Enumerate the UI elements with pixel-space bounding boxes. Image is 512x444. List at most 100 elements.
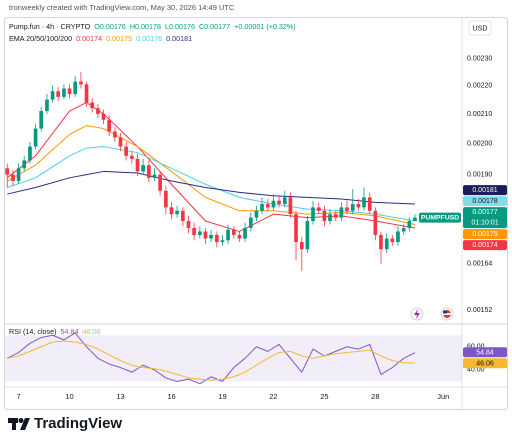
- x-tick-label: 16: [167, 392, 175, 401]
- candle-body: [124, 146, 128, 156]
- price-badge: [463, 240, 507, 251]
- candle-body: [288, 197, 293, 215]
- candle-body: [322, 210, 327, 222]
- candle-body: [396, 231, 400, 243]
- currency-box: [468, 20, 492, 36]
- candle-body: [67, 88, 72, 95]
- symbol-tag: [419, 212, 461, 223]
- candle-body: [413, 217, 417, 222]
- rsi-legend: RSI (14, close) 54.84 46.06: [9, 327, 101, 336]
- candle-body: [101, 113, 106, 120]
- candle-body: [79, 81, 83, 85]
- rsi-badge-label: 46.06: [476, 360, 494, 367]
- candle-body: [16, 168, 21, 182]
- x-tick-label: 10: [65, 392, 73, 401]
- candle-body: [390, 238, 395, 243]
- candle-body: [5, 168, 10, 175]
- y-tick-label: 0.00230: [467, 56, 492, 63]
- price-badge-label: 0.00178: [472, 198, 497, 205]
- candle-body: [45, 99, 49, 112]
- y-tick-label: 0.00210: [467, 111, 492, 118]
- x-tick-label: 28: [371, 392, 379, 401]
- candle-body: [73, 81, 78, 95]
- y-tick-label: 0.00164: [467, 261, 492, 268]
- candle-body: [254, 210, 259, 218]
- candle-body: [345, 207, 349, 211]
- alert-icon: [410, 307, 424, 321]
- footer-brand: TradingView: [34, 415, 122, 432]
- rsi-title: RSI (14, close): [9, 327, 57, 336]
- y-tick-label: 0.00200: [467, 140, 492, 147]
- candle-body: [407, 221, 412, 228]
- x-tick-label: Jun: [437, 392, 449, 401]
- candle-body: [299, 242, 304, 250]
- series-line: [6, 332, 416, 385]
- candle-body: [198, 231, 202, 235]
- candle-body: [147, 165, 151, 178]
- candle-body: [373, 210, 378, 235]
- candle-body: [237, 234, 242, 239]
- legend-ohlc: H0.00178: [130, 22, 161, 31]
- candle-body: [169, 207, 174, 215]
- legend-ema-value: 0.00174: [76, 34, 102, 43]
- candle-body: [277, 200, 281, 205]
- candle-body: [90, 102, 94, 109]
- candle-body: [209, 234, 213, 239]
- price-badge: [463, 207, 507, 229]
- y-tick-label: 0.00190: [467, 171, 492, 178]
- candle-body: [181, 210, 185, 222]
- symbol-tag-label: PUMPFUSD: [421, 215, 459, 222]
- candle-body: [339, 207, 344, 218]
- y-tick-label: 60.00: [467, 344, 485, 351]
- currency-label: USD: [473, 25, 488, 32]
- x-tick-label: 13: [116, 392, 124, 401]
- candle-body: [152, 174, 157, 178]
- candle-body: [328, 214, 332, 222]
- candle-body: [62, 88, 66, 97]
- candle-body: [362, 197, 366, 208]
- price-badge-label: 0.00175: [472, 231, 497, 238]
- candle-body: [118, 137, 123, 147]
- price-badge: [463, 229, 507, 240]
- candle-body: [379, 234, 383, 250]
- candle-body: [282, 197, 287, 205]
- rsi-legend-value: 54.84: [61, 327, 79, 336]
- y-tick-label: 0.00152: [467, 307, 492, 314]
- candle-body: [50, 91, 55, 100]
- candle-body: [158, 174, 162, 191]
- legend-ema-value: 0.00176: [136, 34, 162, 43]
- candle-body: [248, 217, 253, 228]
- candle-body: [294, 214, 298, 243]
- rsi-badge: [463, 347, 507, 358]
- price-badge-label: 0.00177: [472, 209, 497, 216]
- candle-body: [135, 158, 140, 172]
- y-tick-label: 0.00220: [467, 83, 492, 90]
- candle-body: [203, 231, 208, 239]
- legend-line: EMA 20/50/100/200 0.00174 0.00175 0.00176 0.…: [9, 34, 192, 43]
- series-line: [7, 340, 415, 381]
- price-badge-countdown: 01:10:01: [471, 219, 498, 226]
- candle-body: [186, 221, 191, 228]
- chart-frame: [4, 17, 508, 410]
- price-badge: [463, 185, 507, 196]
- candle-body: [84, 84, 89, 103]
- candle-body: [271, 200, 276, 208]
- candle-body: [33, 128, 38, 147]
- legend-ema-title: EMA 20/50/100/200: [9, 34, 72, 43]
- candle-body: [231, 229, 236, 235]
- legend-line: Pump.fun · 4h · CRYPTO O0.00176 H0.00178 L0…: [9, 22, 296, 31]
- candle-body: [265, 204, 270, 208]
- legend-ohlc: C0.00177: [199, 22, 230, 31]
- y-tick-label: 40.00: [467, 367, 485, 374]
- legend-ohlc: +0.00001 (+0.32%): [234, 22, 296, 31]
- candle-body: [113, 131, 117, 138]
- rsi-legend-value: 46.06: [83, 327, 101, 336]
- legend-ohlc: L0.00176: [165, 22, 195, 31]
- x-tick-label: 22: [269, 392, 277, 401]
- candle-body: [28, 146, 32, 161]
- candle-body: [333, 214, 338, 218]
- candle-body: [401, 227, 406, 232]
- legend-ohlc: O0.00176: [94, 22, 126, 31]
